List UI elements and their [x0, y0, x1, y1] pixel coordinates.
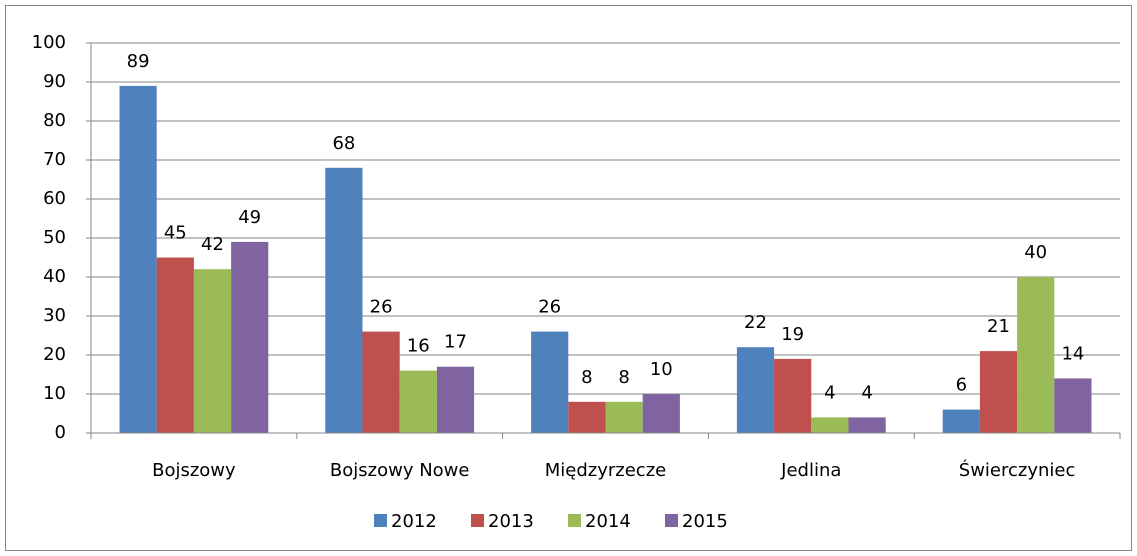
- bar: [193, 269, 232, 433]
- data-label: 45: [164, 223, 187, 244]
- legend-label: 2012: [391, 511, 437, 532]
- bar: [605, 401, 643, 433]
- data-label: 8: [581, 367, 592, 388]
- x-tick-label: Świerczyniec: [959, 459, 1076, 481]
- bar: [1017, 277, 1055, 433]
- bar: [642, 394, 680, 433]
- bar: [436, 366, 475, 433]
- bar: [568, 401, 606, 433]
- legend-label: 2013: [488, 511, 534, 532]
- data-label: 26: [538, 297, 561, 318]
- bar: [774, 358, 812, 433]
- data-label: 4: [861, 382, 872, 403]
- data-label: 89: [127, 51, 150, 72]
- y-tick-label: 40: [43, 266, 66, 287]
- data-label: 68: [332, 133, 355, 154]
- legend-swatch: [568, 514, 581, 527]
- bar: [119, 85, 157, 434]
- y-tick-label: 0: [55, 422, 66, 443]
- x-tick-label: Jedlina: [780, 460, 841, 481]
- data-label: 42: [201, 234, 224, 255]
- bar: [1054, 378, 1092, 433]
- data-label: 8: [618, 367, 629, 388]
- bar: [399, 370, 437, 433]
- data-label: 4: [824, 382, 835, 403]
- data-label: 10: [650, 359, 673, 380]
- data-label: 21: [987, 316, 1010, 337]
- data-label: 22: [744, 312, 767, 333]
- x-tick-label: Bojszowy: [152, 460, 236, 481]
- legend-swatch: [471, 514, 484, 527]
- data-label: 49: [238, 207, 261, 228]
- bar: [531, 331, 569, 433]
- bar: [736, 347, 775, 433]
- legend-label: 2015: [682, 511, 728, 532]
- bar: [942, 409, 980, 433]
- x-tick-label: Bojszowy Nowe: [330, 460, 470, 481]
- legend-swatch: [374, 514, 387, 527]
- data-label: 17: [444, 332, 467, 353]
- bar: [231, 241, 269, 433]
- bar: [362, 331, 400, 433]
- y-tick-label: 90: [43, 71, 66, 92]
- y-tick-label: 100: [32, 32, 66, 53]
- data-label: 6: [956, 375, 967, 396]
- y-tick-label: 30: [43, 305, 66, 326]
- bar: [848, 417, 886, 433]
- data-label: 40: [1024, 242, 1047, 263]
- y-tick-label: 60: [43, 188, 66, 209]
- data-label: 16: [407, 336, 430, 357]
- y-tick-label: 20: [43, 344, 66, 365]
- y-tick-label: 70: [43, 149, 66, 170]
- bar: [979, 351, 1018, 433]
- bar: [156, 257, 194, 433]
- data-label: 14: [1061, 343, 1084, 364]
- y-tick-label: 50: [43, 227, 66, 248]
- y-tick-label: 10: [43, 383, 66, 404]
- y-tick-label: 80: [43, 110, 66, 131]
- legend-swatch: [665, 514, 678, 527]
- bar: [325, 167, 363, 434]
- legend-label: 2014: [585, 511, 631, 532]
- bar: [811, 417, 849, 433]
- x-tick-label: Międzyrzecze: [545, 460, 666, 481]
- data-label: 26: [370, 297, 393, 318]
- data-label: 19: [781, 324, 804, 345]
